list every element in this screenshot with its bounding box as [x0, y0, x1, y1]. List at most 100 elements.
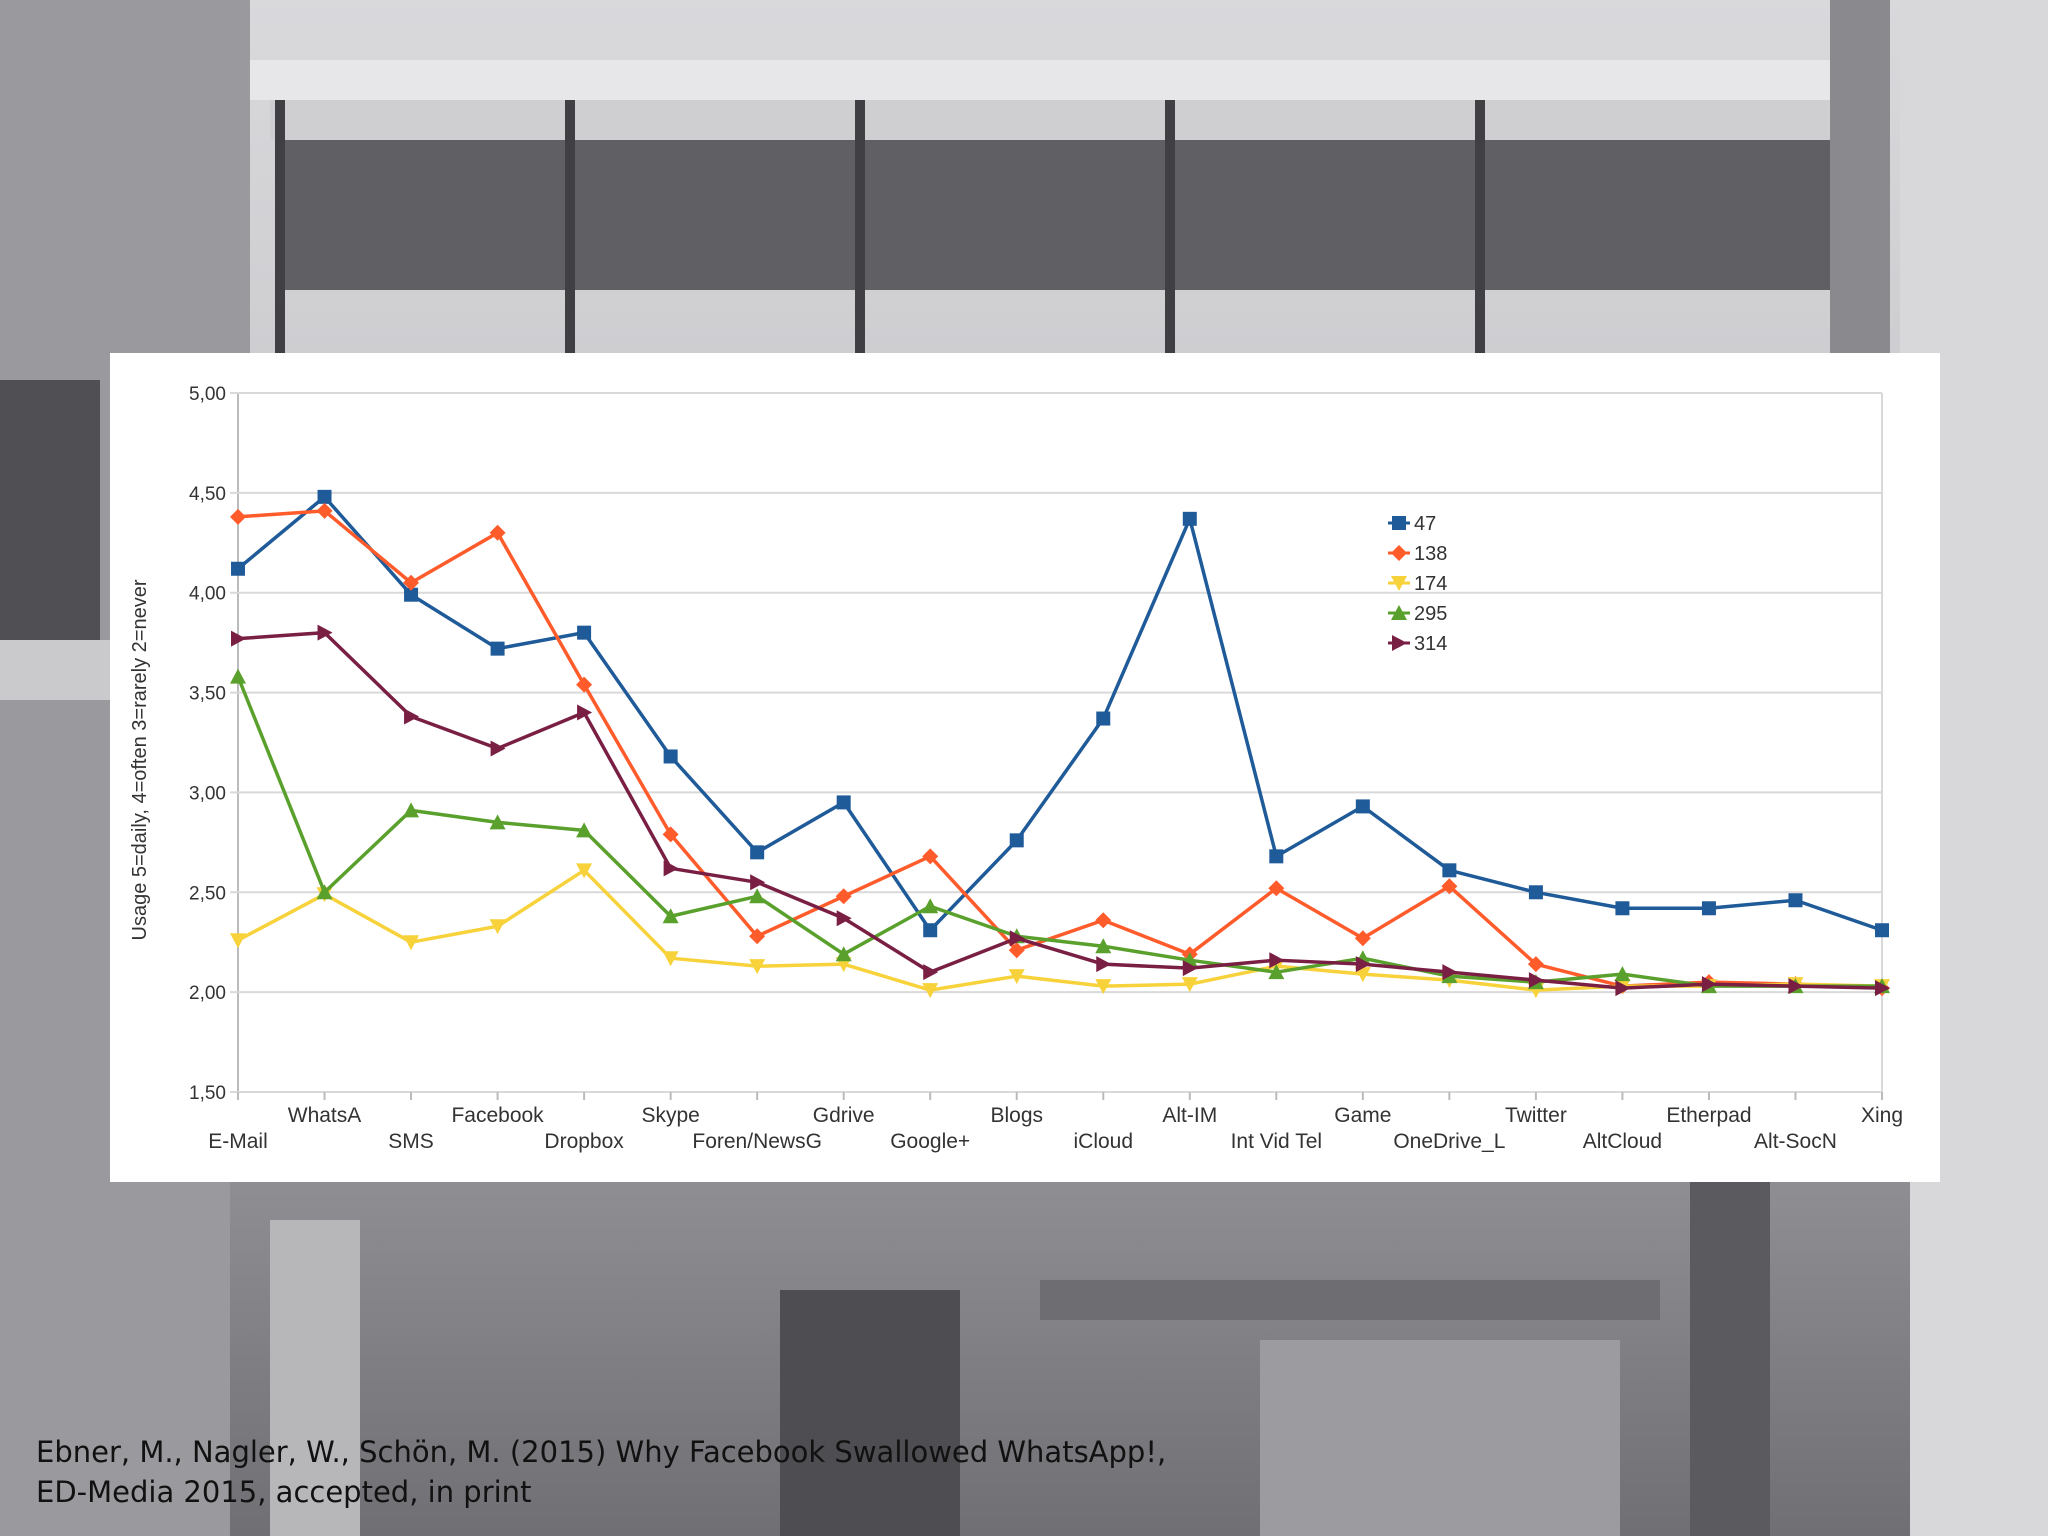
data-point: [1182, 511, 1197, 526]
x-category-label: E-Mail: [208, 1130, 268, 1153]
x-category-label: Alt-IM: [1162, 1104, 1217, 1127]
data-point: [663, 749, 678, 764]
data-point: [1181, 977, 1198, 993]
data-point: [316, 502, 333, 519]
legend-swatch-marker: [1391, 545, 1407, 561]
line-chart: 5,00 4,50 4,00 3,50 3,00 2,50 2,00 1,50 E-Mail W…: [129, 384, 1903, 1153]
data-point: [1441, 878, 1458, 895]
data-point: [662, 826, 679, 843]
x-category-label: Twitter: [1505, 1104, 1567, 1127]
data-point: [1442, 964, 1458, 981]
legend-label: 295: [1414, 603, 1447, 625]
data-point: [749, 888, 766, 904]
grid-layer: [230, 392, 1883, 1100]
data-point: [1442, 863, 1457, 878]
data-point: [663, 860, 679, 877]
legend-swatch-marker: [1392, 516, 1406, 530]
legend-label: 174: [1414, 573, 1447, 595]
x-category-label: iCloud: [1073, 1130, 1133, 1153]
x-category-label: SMS: [388, 1130, 434, 1153]
legend-item: 295: [1388, 603, 1447, 625]
data-point: [577, 625, 592, 640]
data-point: [1355, 799, 1370, 814]
data-point: [922, 983, 939, 999]
series-314: [231, 624, 1890, 997]
x-category-label: Int Vid Tel: [1231, 1130, 1322, 1153]
series-line: [236, 675, 1882, 988]
data-point: [836, 795, 851, 810]
data-point: [1269, 849, 1284, 864]
data-point: [1096, 956, 1112, 973]
legend-item: 138: [1388, 543, 1447, 565]
data-point: [1527, 956, 1544, 973]
data-point: [230, 668, 246, 684]
data-point: [317, 624, 333, 641]
x-category-label: Game: [1334, 1104, 1391, 1127]
data-point: [489, 814, 506, 830]
data-point: [662, 951, 679, 967]
data-point: [577, 704, 593, 721]
x-category-label: Gdrive: [813, 1104, 875, 1127]
data-point: [317, 489, 332, 504]
data-point: [1701, 901, 1716, 916]
legend-swatch-marker: [1391, 605, 1407, 620]
data-point: [835, 888, 852, 905]
y-tick-label: 1,50: [189, 1083, 226, 1104]
y-tick-label: 4,00: [189, 584, 226, 605]
series-47: [231, 489, 1889, 938]
data-point: [662, 908, 679, 924]
tick-layer: 5,00 4,50 4,00 3,50 3,00 2,50 2,00 1,50: [189, 384, 226, 1104]
legend: 47 138 174 295 314: [1388, 513, 1447, 655]
data-point: [1095, 912, 1112, 929]
x-category-label: WhatsA: [288, 1104, 362, 1127]
chart-panel: 5,00 4,50 4,00 3,50 3,00 2,50 2,00 1,50 E-Mail W…: [110, 353, 1940, 1182]
data-point: [1788, 893, 1803, 908]
data-point: [404, 708, 420, 725]
legend-item: 47: [1388, 513, 1436, 535]
x-category-label: Blogs: [990, 1104, 1043, 1127]
y-tick-label: 4,50: [189, 484, 226, 505]
series-line: [237, 868, 1883, 992]
data-point: [750, 845, 765, 860]
x-category-label: Etherpad: [1666, 1104, 1751, 1127]
series-line: [237, 509, 1883, 990]
data-point: [1528, 885, 1543, 900]
legend-label: 314: [1414, 633, 1447, 655]
data-point: [1182, 960, 1198, 977]
data-point: [403, 802, 420, 818]
data-point: [1788, 978, 1804, 995]
data-point: [1096, 711, 1111, 726]
data-point: [1095, 938, 1112, 954]
data-point: [576, 676, 593, 693]
data-point: [750, 874, 766, 891]
data-point: [1008, 942, 1025, 959]
citation-line-2: ED-Media 2015, accepted, in print: [36, 1475, 532, 1509]
data-point: [749, 959, 766, 975]
data-point: [1269, 952, 1285, 969]
legend-label: 47: [1414, 513, 1436, 535]
data-point: [1009, 833, 1024, 848]
y-tick-label: 5,00: [189, 384, 226, 405]
data-point: [230, 508, 246, 525]
data-point: [1615, 901, 1630, 916]
x-category-label: OneDrive_L: [1393, 1130, 1505, 1153]
y-tick-label: 2,00: [189, 983, 226, 1004]
series-line: [237, 630, 1883, 990]
legend-swatch-marker: [1392, 635, 1407, 651]
series-138: [230, 502, 1890, 997]
x-category-label: Facebook: [451, 1104, 544, 1127]
y-tick-label: 3,00: [189, 783, 226, 804]
y-axis-title: Usage 5=daily, 4=often 3=rarely 2=never: [129, 579, 151, 940]
data-point: [1268, 880, 1285, 897]
x-category-label: Alt-SocN: [1754, 1130, 1837, 1153]
data-point: [489, 524, 506, 541]
data-point: [1009, 930, 1025, 947]
legend-swatch-marker: [1391, 576, 1407, 591]
data-point: [1355, 956, 1371, 973]
data-point: [231, 630, 246, 647]
data-point: [1615, 980, 1631, 997]
data-point: [490, 740, 506, 757]
data-point: [231, 561, 245, 576]
series-layer: [230, 489, 1890, 999]
